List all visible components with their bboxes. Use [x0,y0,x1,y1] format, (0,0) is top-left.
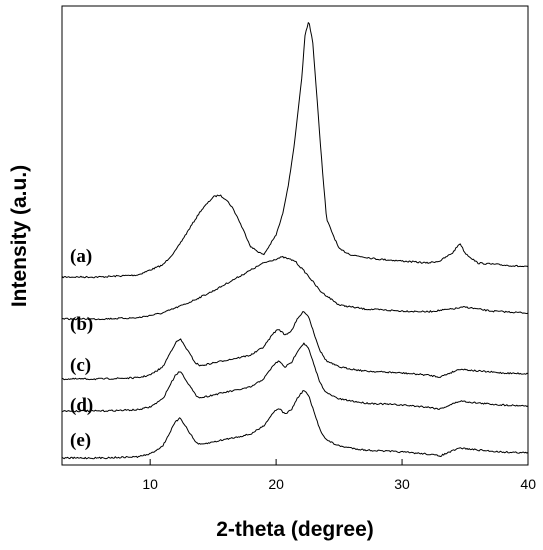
series-traces [61,22,529,460]
series-line [61,390,529,460]
x-tick-label: 40 [520,476,536,492]
series-label: (d) [70,395,93,416]
x-axis-ticks: 10 20 30 40 [142,459,536,492]
series-line [61,255,529,321]
x-tick-label: 30 [394,476,410,492]
series-label: (e) [70,430,91,451]
x-tick-label: 20 [268,476,284,492]
series-line [61,342,529,413]
series-label: (b) [70,314,93,335]
series-label: (a) [70,246,92,267]
series-label: (c) [70,355,91,376]
plot-frame [61,5,529,466]
series-labels: (a) (b) (c) (d) (e) [70,246,93,451]
x-axis-title: 2-theta (degree) [216,518,374,541]
y-axis-title: Intensity (a.u.) [8,165,31,307]
series-line [61,22,529,279]
series-line [61,311,529,381]
x-tick-label: 10 [142,476,158,492]
